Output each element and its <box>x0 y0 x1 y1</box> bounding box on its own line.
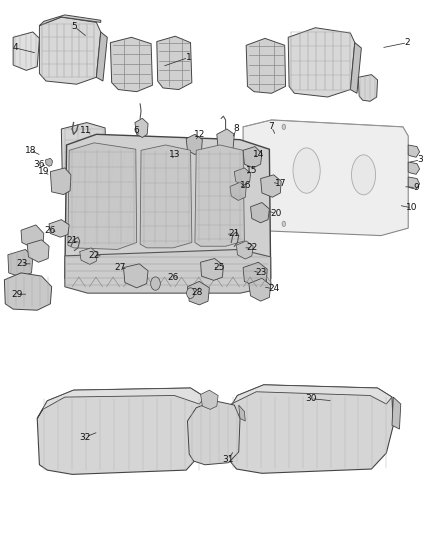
Polygon shape <box>230 182 246 200</box>
Polygon shape <box>49 220 69 237</box>
Text: 23: 23 <box>255 269 266 277</box>
Polygon shape <box>187 281 209 305</box>
Text: 32: 32 <box>80 433 91 441</box>
Polygon shape <box>8 249 33 277</box>
Polygon shape <box>27 240 49 262</box>
Polygon shape <box>21 225 44 248</box>
Text: 4: 4 <box>13 44 18 52</box>
Polygon shape <box>234 168 251 185</box>
Text: 22: 22 <box>246 244 258 252</box>
Text: 25: 25 <box>213 263 225 272</box>
Polygon shape <box>237 241 253 259</box>
Polygon shape <box>243 262 267 287</box>
Polygon shape <box>37 388 205 418</box>
Text: 19: 19 <box>38 167 49 176</box>
Text: 24: 24 <box>268 285 279 293</box>
Polygon shape <box>37 388 207 474</box>
Text: 6: 6 <box>133 126 139 135</box>
Polygon shape <box>96 32 107 81</box>
Text: 5: 5 <box>71 22 78 31</box>
Text: 9: 9 <box>413 183 419 192</box>
Polygon shape <box>217 129 234 154</box>
Polygon shape <box>65 249 271 293</box>
Polygon shape <box>201 390 218 409</box>
Polygon shape <box>13 32 39 70</box>
Ellipse shape <box>293 148 320 193</box>
Polygon shape <box>39 15 101 26</box>
Polygon shape <box>61 123 106 179</box>
Polygon shape <box>124 264 148 288</box>
Ellipse shape <box>282 221 286 227</box>
Text: 36: 36 <box>34 160 45 168</box>
Text: 7: 7 <box>268 123 275 131</box>
Polygon shape <box>249 278 271 301</box>
Polygon shape <box>358 75 378 101</box>
Text: 21: 21 <box>229 229 240 238</box>
Polygon shape <box>251 203 269 223</box>
Polygon shape <box>392 397 401 429</box>
Text: 1: 1 <box>185 53 191 62</box>
Polygon shape <box>205 397 215 431</box>
Polygon shape <box>408 145 420 157</box>
Polygon shape <box>65 134 271 289</box>
Polygon shape <box>140 145 192 248</box>
Text: 13: 13 <box>170 150 181 159</box>
Text: 30: 30 <box>305 394 317 403</box>
Polygon shape <box>288 28 355 97</box>
Text: 12: 12 <box>194 130 205 139</box>
Text: 27: 27 <box>115 263 126 272</box>
Polygon shape <box>80 248 97 264</box>
Text: 18: 18 <box>25 146 36 155</box>
Polygon shape <box>246 38 286 93</box>
Polygon shape <box>50 168 71 195</box>
Text: 10: 10 <box>406 204 417 212</box>
Polygon shape <box>68 143 137 249</box>
Text: 29: 29 <box>12 290 23 298</box>
Text: 16: 16 <box>240 181 251 190</box>
Text: 17: 17 <box>275 180 286 188</box>
Text: 11: 11 <box>80 126 91 135</box>
Text: 2: 2 <box>405 38 410 47</box>
Polygon shape <box>350 43 361 93</box>
Text: 20: 20 <box>270 209 282 217</box>
Text: 31: 31 <box>222 455 233 464</box>
Ellipse shape <box>151 277 160 290</box>
Polygon shape <box>4 273 52 310</box>
Polygon shape <box>261 175 281 197</box>
Polygon shape <box>239 405 245 421</box>
Polygon shape <box>408 177 420 189</box>
Text: 15: 15 <box>246 166 258 175</box>
Polygon shape <box>243 120 408 236</box>
Ellipse shape <box>187 288 194 298</box>
Polygon shape <box>186 134 202 155</box>
Polygon shape <box>135 118 148 138</box>
Text: 26: 26 <box>45 226 56 235</box>
Polygon shape <box>157 36 192 90</box>
Polygon shape <box>46 158 53 166</box>
Polygon shape <box>201 259 223 280</box>
Polygon shape <box>227 385 393 473</box>
Text: 21: 21 <box>67 237 78 245</box>
Text: 23: 23 <box>16 260 28 268</box>
Polygon shape <box>408 162 420 174</box>
Polygon shape <box>39 17 101 84</box>
Polygon shape <box>195 145 244 246</box>
Polygon shape <box>187 401 240 465</box>
Text: 3: 3 <box>417 156 424 164</box>
Ellipse shape <box>282 124 286 130</box>
Polygon shape <box>227 385 392 413</box>
Polygon shape <box>110 37 152 92</box>
Text: 28: 28 <box>191 288 203 296</box>
Text: 14: 14 <box>253 150 264 159</box>
Text: 26: 26 <box>167 273 179 281</box>
Text: 8: 8 <box>233 125 240 133</box>
Text: 22: 22 <box>88 252 100 260</box>
Ellipse shape <box>351 155 376 195</box>
Polygon shape <box>243 147 262 168</box>
